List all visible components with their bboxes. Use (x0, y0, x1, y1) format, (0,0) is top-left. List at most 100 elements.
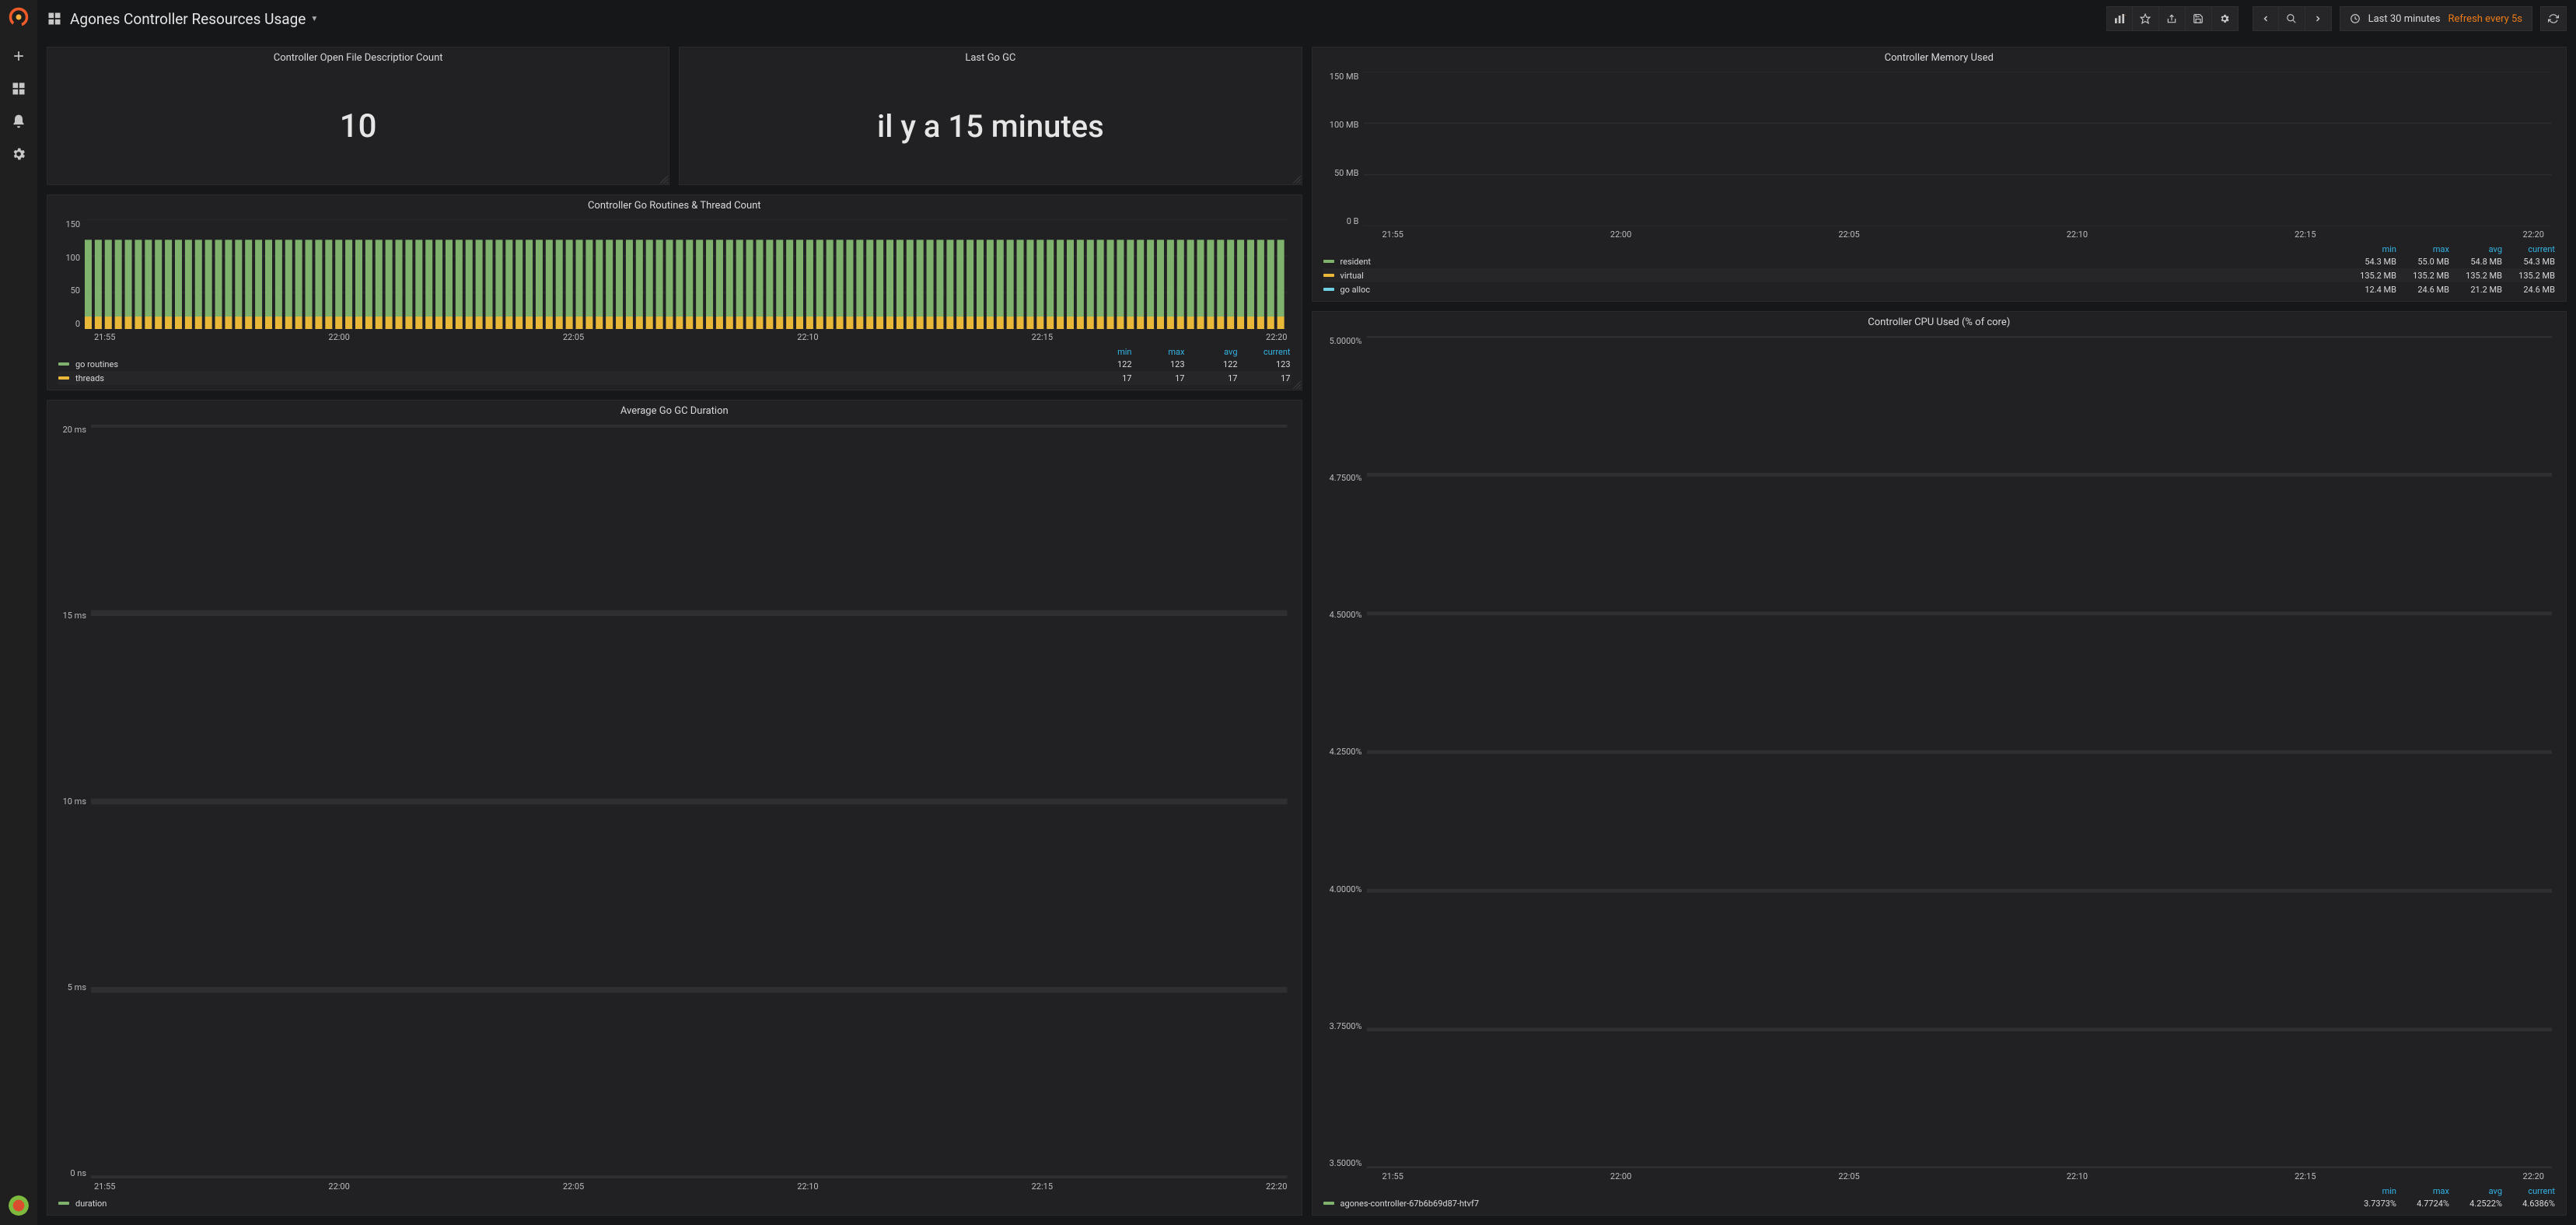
panel-title: Controller CPU Used (% of core) (1312, 312, 2567, 333)
legend-label: agones-controller-67b6b69d87-htvf7 (1340, 1199, 2344, 1209)
create-icon[interactable] (11, 48, 26, 64)
dashboard-grid: Controller Open File Descriptior Count 1… (37, 37, 2576, 1225)
legend-value: 24.6 MB (2396, 285, 2449, 295)
legend: duration (47, 1193, 1302, 1215)
legend-item[interactable]: agones-controller-67b6b69d87-htvf73.7373… (1323, 1196, 2556, 1210)
singlestat-value: 10 (340, 107, 377, 145)
toolbar-group-refresh (2540, 6, 2567, 31)
legend: minmaxavgcurrent go routines122123122123… (47, 344, 1302, 390)
panel-title: Average Go GC Duration (47, 401, 1302, 422)
y-axis: 20 ms 15 ms 10 ms 5 ms 0 ns (54, 425, 91, 1178)
share-button[interactable] (2159, 6, 2186, 31)
legend-swatch (58, 376, 69, 380)
legend-column-header[interactable]: avg (1185, 347, 1238, 357)
refresh-interval-label: Refresh every 5s (2448, 13, 2522, 25)
legend-value: 17 (1185, 373, 1238, 383)
dashboard-icon[interactable] (47, 11, 62, 26)
legend-item[interactable]: go routines122123122123 (58, 357, 1291, 371)
legend-label: go routines (75, 359, 1079, 369)
legend-column-header[interactable]: min (2344, 1186, 2396, 1196)
chart-area (91, 425, 1288, 1178)
legend-column-header[interactable]: current (2502, 1186, 2555, 1196)
legend-value: 135.2 MB (2344, 271, 2396, 281)
legend-label: resident (1340, 257, 2344, 267)
time-back-button[interactable] (2253, 6, 2279, 31)
legend-value: 12.4 MB (2344, 285, 2396, 295)
star-button[interactable] (2133, 6, 2159, 31)
chart-area (85, 219, 1288, 329)
dashboard-title-dropdown[interactable]: Agones Controller Resources Usage ▼ (70, 10, 318, 28)
resize-handle-icon[interactable] (1293, 381, 1301, 389)
y-axis: 150 MB 100 MB 50 MB 0 B (1319, 72, 1364, 226)
legend-value: 17 (1079, 373, 1132, 383)
refresh-button[interactable] (2540, 6, 2567, 31)
panel-title: Last Go GC (680, 47, 1301, 68)
alerting-icon[interactable] (11, 114, 26, 129)
legend-value: 135.2 MB (2396, 271, 2449, 281)
dashboard-title: Agones Controller Resources Usage (70, 10, 306, 28)
panel-gc-duration[interactable]: Average Go GC Duration 20 ms 15 ms 10 ms… (47, 400, 1302, 1216)
chart-area (1364, 72, 2553, 226)
legend-column-header[interactable]: current (2502, 244, 2555, 254)
save-button[interactable] (2186, 6, 2212, 31)
user-avatar[interactable] (9, 1195, 29, 1216)
legend-value: 17 (1238, 373, 1291, 383)
chevron-down-icon: ▼ (310, 15, 318, 23)
legend-column-header[interactable]: max (2396, 244, 2449, 254)
legend-value: 54.3 MB (2502, 257, 2555, 267)
panel-cpu[interactable]: Controller CPU Used (% of core) 5.0000%4… (1312, 311, 2567, 1216)
panel-memory[interactable]: Controller Memory Used 150 MB 100 MB 50 … (1312, 47, 2567, 302)
legend-value: 55.0 MB (2396, 257, 2449, 267)
legend-item[interactable]: go alloc12.4 MB24.6 MB21.2 MB24.6 MB (1323, 282, 2556, 296)
panel-last-gc[interactable]: Last Go GC il y a 15 minutes (679, 47, 1302, 185)
legend-label: threads (75, 373, 1079, 383)
resize-handle-icon[interactable] (660, 176, 668, 184)
legend-value: 123 (1238, 359, 1291, 369)
legend-swatch (1323, 274, 1334, 277)
settings-button[interactable] (2212, 6, 2239, 31)
legend: minmaxavgcurrent agones-controller-67b6b… (1312, 1183, 2567, 1215)
legend-value: 122 (1079, 359, 1132, 369)
panel-title: Controller Memory Used (1312, 47, 2567, 68)
legend-value: 135.2 MB (2449, 271, 2502, 281)
legend-value: 54.8 MB (2449, 257, 2502, 267)
time-range-picker[interactable]: Last 30 minutes Refresh every 5s (2340, 6, 2532, 31)
side-menu (0, 0, 37, 1225)
svg-text:+: + (2124, 12, 2125, 18)
legend-column-header[interactable]: min (1079, 347, 1132, 357)
x-axis: 21:5522:0022:0522:1022:1522:20 (1312, 226, 2567, 241)
legend-column-header[interactable]: max (1132, 347, 1185, 357)
legend-swatch (58, 362, 69, 366)
legend-column-header[interactable]: max (2396, 1186, 2449, 1196)
legend-column-header[interactable]: current (1238, 347, 1291, 357)
add-panel-button[interactable]: + (2106, 6, 2133, 31)
legend-value: 4.2522% (2449, 1199, 2502, 1209)
top-bar: Agones Controller Resources Usage ▼ + La… (37, 0, 2576, 37)
panel-fd-count[interactable]: Controller Open File Descriptior Count 1… (47, 47, 669, 185)
legend-column-header[interactable]: avg (2449, 1186, 2502, 1196)
time-forward-button[interactable] (2305, 6, 2332, 31)
toolbar-group-1: + (2106, 6, 2239, 31)
x-axis: 21:5522:0022:0522:1022:1522:20 (47, 329, 1302, 344)
legend-item[interactable]: resident54.3 MB55.0 MB54.8 MB54.3 MB (1323, 254, 2556, 268)
legend-item[interactable]: virtual135.2 MB135.2 MB135.2 MB135.2 MB (1323, 268, 2556, 282)
legend-column-header[interactable]: min (2344, 244, 2396, 254)
dashboards-icon[interactable] (11, 81, 26, 96)
x-axis: 21:5522:0022:0522:1022:1522:20 (47, 1178, 1302, 1193)
legend-swatch (1323, 1202, 1334, 1205)
legend: minmaxavgcurrent resident 54.3 MB 55.0 MB5… (1312, 241, 2567, 301)
legend-item[interactable]: threads17171717 (58, 371, 1291, 385)
legend-item[interactable]: duration (58, 1196, 1291, 1210)
legend-swatch (1323, 260, 1334, 263)
legend-column-header[interactable]: avg (2449, 244, 2502, 254)
panel-go-routines[interactable]: Controller Go Routines & Thread Count 15… (47, 194, 1302, 390)
zoom-out-button[interactable] (2279, 6, 2305, 31)
y-axis: 5.0000%4.7500% 4.5000%4.2500% 4.0000%3.7… (1319, 336, 1367, 1168)
legend-swatch (58, 1202, 69, 1205)
legend-value: 3.7373% (2344, 1199, 2396, 1209)
grafana-logo[interactable] (8, 6, 30, 31)
legend-label: duration (75, 1199, 1291, 1209)
configuration-icon[interactable] (11, 146, 26, 162)
legend-swatch (1323, 288, 1334, 291)
resize-handle-icon[interactable] (1293, 176, 1301, 184)
